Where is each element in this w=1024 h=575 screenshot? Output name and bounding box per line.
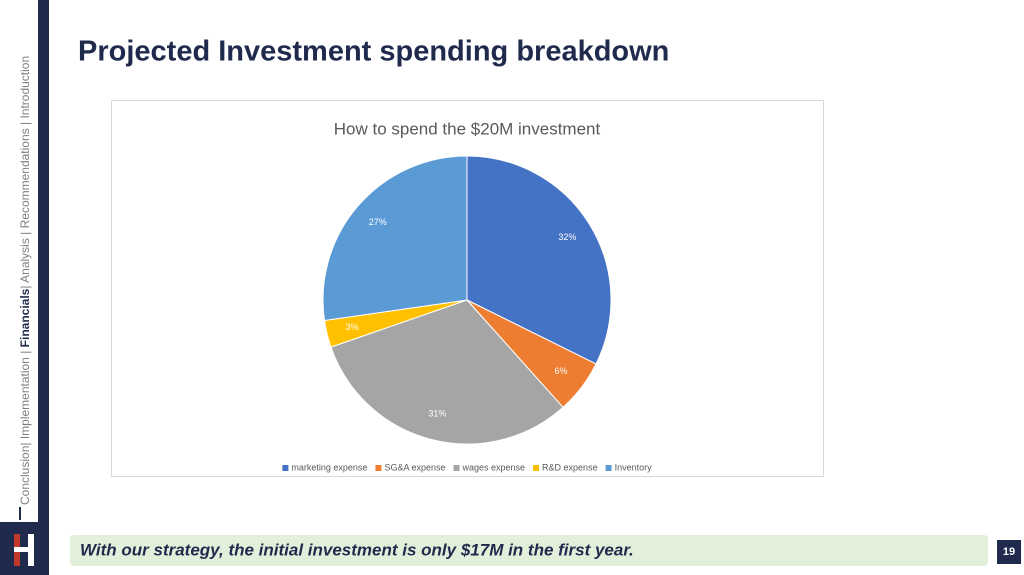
legend-item: Inventory xyxy=(605,462,653,472)
pie-slice xyxy=(322,155,468,322)
legend-label: R&D expense xyxy=(542,462,598,472)
legend-swatch xyxy=(375,465,382,471)
data-label: 31% xyxy=(428,409,446,419)
legend-label: Inventory xyxy=(615,462,653,472)
logo xyxy=(14,534,34,566)
nav: Conclusion| Implementation | Financials|… xyxy=(18,56,32,505)
data-label: 27% xyxy=(369,217,387,227)
legend-item: SG&A expense xyxy=(375,462,445,472)
nav-item: Implementation | xyxy=(18,347,32,442)
legend-item: marketing expense xyxy=(282,462,367,472)
legend-label: marketing expense xyxy=(291,462,367,472)
legend-swatch xyxy=(453,465,460,471)
slide-title: Projected Investment spending breakdown xyxy=(78,36,669,68)
banner-text: With our strategy, the initial investmen… xyxy=(80,540,634,559)
nav-item-active: Financials xyxy=(18,288,32,347)
sidebar-strip xyxy=(38,0,49,575)
page-number-box xyxy=(997,540,1021,564)
banner xyxy=(70,535,988,566)
nav-item: | xyxy=(18,283,32,289)
legend-swatch xyxy=(605,465,612,471)
data-label: 32% xyxy=(558,232,576,242)
page-number: 19 xyxy=(1003,546,1015,558)
pie: 32% 6% 31% 3% 27% xyxy=(322,155,612,445)
legend-swatch xyxy=(533,465,540,471)
legend-label: wages expense xyxy=(461,462,525,472)
data-label: 3% xyxy=(346,322,359,332)
legend-label: SG&A expense xyxy=(384,462,445,472)
nav-item: Analysis | Recommendations | Introductio… xyxy=(18,56,32,283)
nav-item: Conclusion| xyxy=(18,443,32,505)
legend-item: wages expense xyxy=(453,462,525,472)
chart-title: How to spend the $20M investment xyxy=(334,119,601,138)
legend-swatch xyxy=(282,465,289,471)
legend: marketing expense SG&A expense wages expen… xyxy=(282,462,652,472)
pie-slice xyxy=(330,299,564,445)
data-label: 6% xyxy=(554,366,567,376)
logo-bar xyxy=(14,547,34,552)
pie-slice xyxy=(466,155,612,365)
legend-item: R&D expense xyxy=(533,462,598,472)
